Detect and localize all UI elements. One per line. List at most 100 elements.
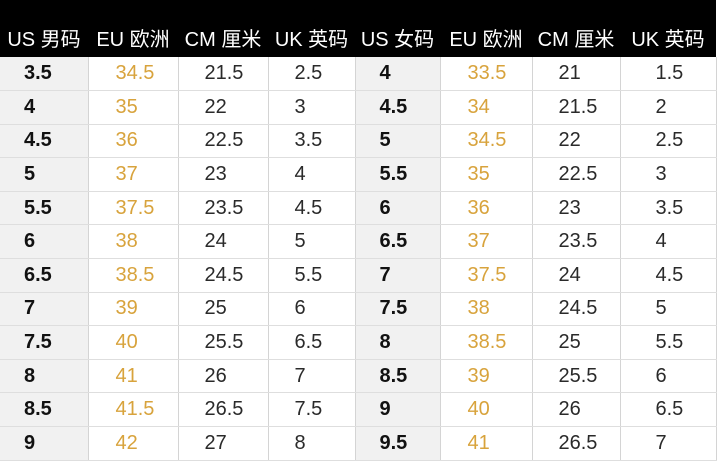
header-eu-women: EU 欧洲 xyxy=(440,0,532,57)
eu-women-cell: 34.5 xyxy=(440,124,533,159)
uk-women-cell: 6 xyxy=(620,359,717,394)
us-women-cell: 9 xyxy=(354,392,441,428)
uk-women-cell: 5 xyxy=(620,292,717,327)
us-women-cell: 5 xyxy=(354,124,441,159)
eu-men-cell: 41 xyxy=(88,359,179,394)
cm-women-cell: 21 xyxy=(532,57,621,92)
uk-women-cell: 3.5 xyxy=(620,191,717,226)
eu-women-cell: 37 xyxy=(440,224,533,260)
uk-women-cell: 5.5 xyxy=(620,325,717,360)
uk-men-cell: 7 xyxy=(268,359,356,394)
cm-women-cell: 26 xyxy=(532,392,621,428)
us-women-cell: 7 xyxy=(354,258,441,293)
eu-women-cell: 38 xyxy=(440,292,533,327)
cm-women-cell: 25.5 xyxy=(532,359,621,394)
eu-women-cell: 34 xyxy=(440,90,533,125)
header-cm-men: CM 厘米 xyxy=(178,0,268,57)
uk-men-cell: 6.5 xyxy=(268,325,356,360)
eu-men-cell: 40 xyxy=(88,325,179,360)
us-men-cell: 3.5 xyxy=(0,57,89,92)
eu-women-cell: 41 xyxy=(440,426,533,461)
us-women-cell: 8.5 xyxy=(354,359,441,394)
cm-women-cell: 25 xyxy=(532,325,621,360)
eu-women-cell: 40 xyxy=(440,392,533,428)
eu-women-cell: 37.5 xyxy=(440,258,533,293)
eu-women-cell: 39 xyxy=(440,359,533,394)
us-women-cell: 6.5 xyxy=(354,224,441,260)
us-women-cell: 9.5 xyxy=(354,426,441,461)
uk-men-cell: 7.5 xyxy=(268,392,356,428)
eu-men-cell: 37 xyxy=(88,157,179,192)
table-row: 5.5 37.5 23.5 4.5 6 36 23 3.5 xyxy=(0,191,717,226)
cm-women-cell: 24.5 xyxy=(532,292,621,327)
us-men-cell: 4.5 xyxy=(0,124,89,159)
eu-men-cell: 38 xyxy=(88,224,179,260)
eu-men-cell: 36 xyxy=(88,124,179,159)
header-uk-women: UK 英码 xyxy=(620,0,716,57)
uk-men-cell: 5 xyxy=(268,224,356,260)
us-women-cell: 6 xyxy=(354,191,441,226)
us-men-cell: 6.5 xyxy=(0,258,89,293)
table-row: 8.5 41.5 26.5 7.5 9 40 26 6.5 xyxy=(0,392,717,428)
cm-men-cell: 25.5 xyxy=(178,325,269,360)
us-men-cell: 5 xyxy=(0,157,89,192)
cm-women-cell: 24 xyxy=(532,258,621,293)
us-men-cell: 8 xyxy=(0,359,89,394)
uk-women-cell: 1.5 xyxy=(620,57,717,92)
cm-men-cell: 26.5 xyxy=(178,392,269,428)
table-row: 4 35 22 3 4.5 34 21.5 2 xyxy=(0,90,717,125)
us-men-cell: 7.5 xyxy=(0,325,89,360)
eu-women-cell: 38.5 xyxy=(440,325,533,360)
uk-men-cell: 4 xyxy=(268,157,356,192)
table-row: 4.5 36 22.5 3.5 5 34.5 22 2.5 xyxy=(0,124,717,159)
eu-men-cell: 35 xyxy=(88,90,179,125)
eu-women-cell: 35 xyxy=(440,157,533,192)
cm-men-cell: 26 xyxy=(178,359,269,394)
cm-women-cell: 23.5 xyxy=(532,224,621,260)
cm-men-cell: 21.5 xyxy=(178,57,269,92)
uk-women-cell: 3 xyxy=(620,157,717,192)
uk-women-cell: 7 xyxy=(620,426,717,461)
us-women-cell: 4.5 xyxy=(354,90,441,125)
us-women-cell: 8 xyxy=(354,325,441,360)
header-eu-men: EU 欧洲 xyxy=(88,0,178,57)
uk-women-cell: 2.5 xyxy=(620,124,717,159)
header-us-women: US 女码 xyxy=(355,0,440,57)
uk-men-cell: 3 xyxy=(268,90,356,125)
cm-men-cell: 22.5 xyxy=(178,124,269,159)
eu-men-cell: 39 xyxy=(88,292,179,327)
cm-women-cell: 22.5 xyxy=(532,157,621,192)
eu-men-cell: 34.5 xyxy=(88,57,179,92)
cm-men-cell: 23.5 xyxy=(178,191,269,226)
header-row: US 男码 EU 欧洲 CM 厘米 UK 英码 US 女码 EU 欧洲 CM 厘… xyxy=(0,0,716,57)
us-men-cell: 5.5 xyxy=(0,191,89,226)
table-row: 6.5 38.5 24.5 5.5 7 37.5 24 4.5 xyxy=(0,258,717,293)
uk-women-cell: 2 xyxy=(620,90,717,125)
cm-men-cell: 24 xyxy=(178,224,269,260)
us-men-cell: 8.5 xyxy=(0,392,89,428)
cm-men-cell: 27 xyxy=(178,426,269,461)
us-men-cell: 9 xyxy=(0,426,89,461)
header-cm-women: CM 厘米 xyxy=(532,0,620,57)
cm-women-cell: 21.5 xyxy=(532,90,621,125)
cm-men-cell: 25 xyxy=(178,292,269,327)
eu-women-cell: 36 xyxy=(440,191,533,226)
cm-men-cell: 23 xyxy=(178,157,269,192)
table-row: 8 41 26 7 8.5 39 25.5 6 xyxy=(0,359,717,394)
cm-men-cell: 24.5 xyxy=(178,258,269,293)
eu-women-cell: 33.5 xyxy=(440,57,533,92)
table-row: 3.5 34.5 21.5 2.5 4 33.5 21 1.5 xyxy=(0,57,717,92)
table-row: 5 37 23 4 5.5 35 22.5 3 xyxy=(0,157,717,192)
table-row: 6 38 24 5 6.5 37 23.5 4 xyxy=(0,224,717,260)
uk-women-cell: 4.5 xyxy=(620,258,717,293)
us-women-cell: 5.5 xyxy=(354,157,441,192)
us-men-cell: 7 xyxy=(0,292,89,327)
uk-men-cell: 5.5 xyxy=(268,258,356,293)
uk-women-cell: 4 xyxy=(620,224,717,260)
eu-men-cell: 38.5 xyxy=(88,258,179,293)
uk-men-cell: 6 xyxy=(268,292,356,327)
eu-men-cell: 41.5 xyxy=(88,392,179,428)
cm-women-cell: 26.5 xyxy=(532,426,621,461)
